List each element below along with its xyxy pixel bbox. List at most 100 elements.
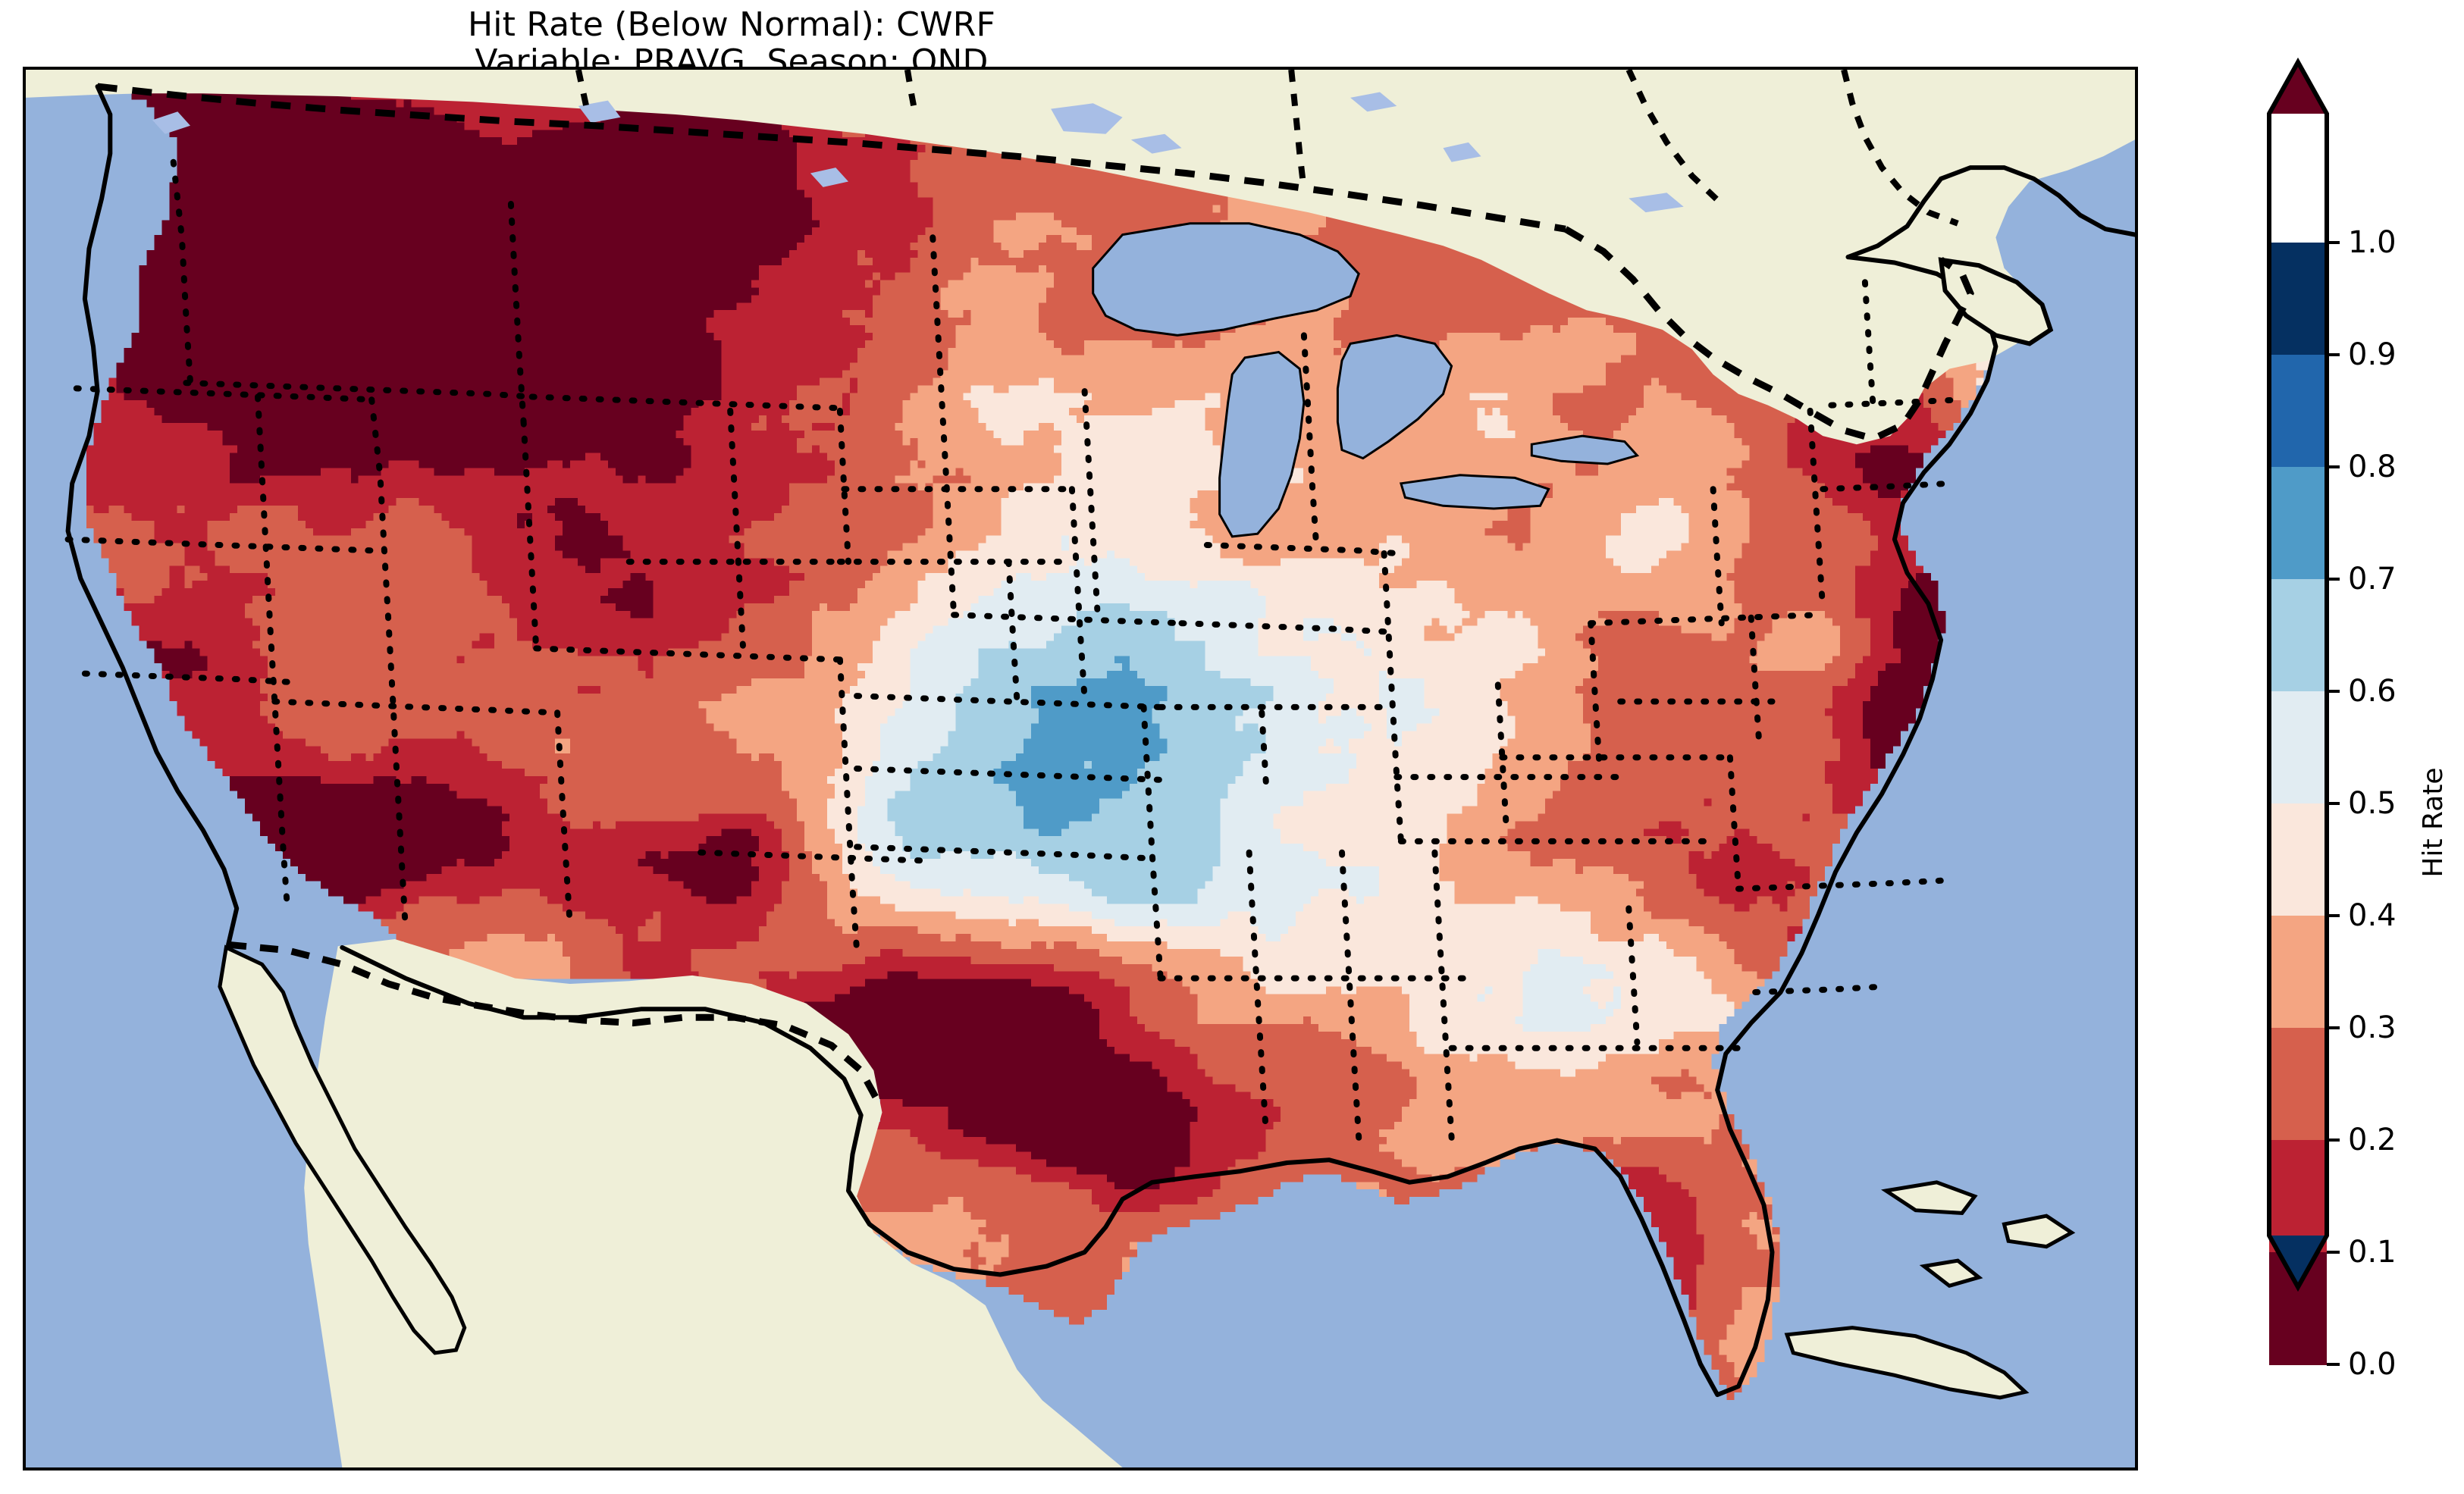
lake-erie-shore	[1399, 474, 1550, 510]
state-border-32	[1203, 542, 1400, 556]
canada-landmass	[26, 70, 2135, 445]
colorbar-tick-label-1.0: 1.0	[2348, 225, 2397, 260]
colorbar-tick-label-0.8: 0.8	[2348, 449, 2397, 484]
title-line-1: Hit Rate (Below Normal): CWRF	[467, 5, 996, 44]
state-border-40	[1494, 681, 1509, 834]
state-border-16	[836, 656, 861, 954]
colorbar-tick-label-0.2: 0.2	[2348, 1123, 2397, 1157]
map-panel	[23, 67, 2138, 1471]
colorbar-tick-label-0.6: 0.6	[2348, 674, 2397, 709]
state-border-25	[854, 766, 1164, 783]
inland-lake-5	[810, 168, 848, 187]
colorbar-tick-0.5	[2327, 802, 2340, 805]
province-border-2	[1625, 70, 1724, 206]
colorbar-tick-0.7	[2327, 578, 2340, 581]
state-border-54	[1752, 983, 1886, 995]
state-border-9	[507, 201, 527, 425]
colorbar-tick-0.3	[2327, 1026, 2340, 1029]
figure-title: Hit Rate (Below Normal): CWRF Variable: …	[0, 6, 1463, 81]
state-border-38	[1339, 849, 1362, 1141]
colorbar-tick-0.2	[2327, 1139, 2340, 1142]
colorbar-tick-0.0	[2327, 1363, 2340, 1366]
province-border-5	[1841, 70, 1959, 227]
lake-huron	[1337, 335, 1452, 459]
colorbar-tick-label-0.5: 0.5	[2348, 786, 2397, 821]
state-border-50	[1726, 754, 1741, 892]
inland-lake-2	[578, 100, 621, 124]
state-border-2	[73, 385, 375, 403]
state-border-39	[1431, 849, 1455, 1141]
lake-huron-shore	[1336, 334, 1453, 460]
state-border-33	[1381, 550, 1404, 844]
state-border-51	[1735, 877, 1948, 892]
us-mexico-border	[227, 941, 881, 1104]
state-border-15	[727, 407, 746, 649]
lake-michigan	[1219, 352, 1304, 537]
state-border-12	[528, 393, 839, 412]
state-border-48	[1828, 396, 1965, 409]
lake-superior	[1092, 223, 1359, 336]
colorbar-tick-0.6	[2327, 690, 2340, 693]
inland-lake-3	[1051, 103, 1123, 134]
state-border-23	[1068, 486, 1088, 702]
inland-lake-6	[1350, 92, 1397, 112]
province-border-3	[575, 70, 590, 110]
state-border-22	[951, 612, 1185, 627]
colorbar-band-0.0-0.1	[2269, 243, 2327, 355]
state-border-30	[1178, 620, 1387, 635]
bahamas-island-2	[2002, 1214, 2076, 1249]
state-border-14	[554, 709, 573, 929]
state-border-4	[64, 536, 375, 554]
colorbar-tick-0.8	[2327, 465, 2340, 468]
state-border-31	[1300, 332, 1320, 554]
colorbar-tick-0.4	[2327, 914, 2340, 917]
state-border-1	[170, 158, 193, 387]
state-border-46	[1807, 407, 1826, 612]
state-border-5	[255, 393, 290, 912]
colorbar-tick-label-0.7: 0.7	[2348, 562, 2397, 597]
lake-superior-shore	[1092, 222, 1360, 337]
state-border-56	[1259, 709, 1269, 786]
state-border-3	[368, 396, 397, 702]
colorbar-tick-label-0.3: 0.3	[2348, 1010, 2397, 1045]
state-border-27	[1140, 703, 1164, 982]
us-canada-border-west	[97, 83, 1566, 233]
lake-michigan-shore	[1218, 350, 1306, 538]
state-border-49	[1861, 279, 1876, 414]
state-border-24	[854, 693, 1164, 710]
colorbar-tick-label-0.1: 0.1	[2348, 1235, 2397, 1270]
inland-lake-1	[152, 111, 190, 134]
state-border-52	[1625, 905, 1641, 1046]
geography-overlay-layer	[26, 70, 2135, 1467]
colorbar-tick-1.0	[2327, 241, 2340, 244]
state-border-26	[854, 844, 1147, 861]
colorbar-band-0.2-0.3	[2269, 467, 2327, 580]
lake-ontario-shore	[1530, 434, 1640, 465]
baja-peninsula	[218, 944, 467, 1355]
colorbar-bands	[2269, 243, 2327, 1365]
colorbar-band-0.8-0.9	[2269, 1140, 2327, 1253]
colorbar-band-0.3-0.4	[2269, 579, 2327, 692]
state-border-13	[533, 645, 843, 663]
state-border-10	[520, 418, 540, 652]
map-layer-stack	[26, 70, 2135, 1467]
bahamas-island-3	[1919, 1258, 1983, 1289]
state-border-44	[1710, 486, 1725, 627]
colorbar-extend-under	[2269, 1236, 2327, 1287]
state-border-7	[271, 698, 561, 716]
colorbar-band-0.4-0.5	[2269, 691, 2327, 804]
province-border-1	[1288, 70, 1307, 191]
colorbar-band-0.1-0.2	[2269, 355, 2327, 468]
colorbar-tick-label-0.9: 0.9	[2348, 337, 2397, 372]
state-border-11	[183, 380, 535, 400]
state-border-17	[698, 849, 932, 864]
state-border-42	[1588, 620, 1603, 766]
state-border-20	[929, 234, 958, 619]
inland-lake-7	[1629, 193, 1684, 213]
colorbar-outline	[2267, 57, 2329, 1292]
lake-erie	[1400, 475, 1549, 509]
colorbar-tick-label-0.4: 0.4	[2348, 898, 2397, 933]
colorbar-band-0.7-0.8	[2269, 1028, 2327, 1141]
state-border-47	[1820, 480, 1953, 493]
inland-lake-8	[1443, 142, 1481, 162]
